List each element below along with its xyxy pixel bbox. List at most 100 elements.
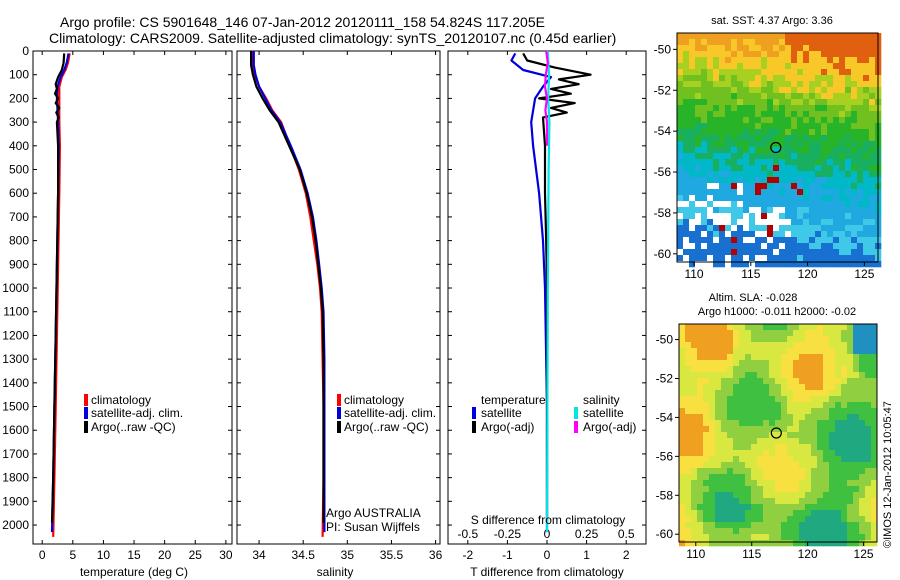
map-cell bbox=[811, 474, 818, 481]
map-cell bbox=[817, 360, 824, 367]
map-cell bbox=[865, 492, 872, 499]
map-cell bbox=[847, 360, 854, 367]
map-cell bbox=[695, 171, 702, 178]
map-cell bbox=[733, 486, 740, 493]
map-cell bbox=[731, 159, 738, 166]
map-cell bbox=[701, 153, 708, 160]
map-cell bbox=[821, 201, 828, 208]
map-cell bbox=[815, 159, 822, 166]
map-cell bbox=[757, 438, 764, 445]
map-cell bbox=[829, 342, 836, 349]
map-cell bbox=[799, 384, 806, 391]
map-cell bbox=[773, 201, 780, 208]
map-cell bbox=[823, 384, 830, 391]
map-cell bbox=[869, 51, 876, 58]
map-cell bbox=[853, 540, 860, 547]
map-cell bbox=[865, 402, 872, 409]
map-cell bbox=[859, 480, 866, 487]
map-cell bbox=[803, 63, 810, 70]
map-cell bbox=[775, 450, 782, 457]
map-cell bbox=[853, 516, 860, 523]
map-cell bbox=[713, 111, 720, 118]
map-cell bbox=[769, 462, 776, 469]
map-cell bbox=[853, 396, 860, 403]
map-cell bbox=[749, 123, 756, 130]
map-cell bbox=[749, 93, 756, 100]
map-cell bbox=[685, 498, 692, 505]
map-cell bbox=[845, 153, 852, 160]
y-tick-label: 1800 bbox=[2, 471, 29, 485]
map-cell bbox=[697, 336, 704, 343]
map-cell bbox=[725, 183, 732, 190]
map-cell bbox=[745, 480, 752, 487]
map-cell bbox=[725, 63, 732, 70]
map-cell bbox=[773, 249, 780, 256]
map-y-tick-label: -54 bbox=[654, 124, 672, 138]
map-cell bbox=[761, 183, 768, 190]
map-cell bbox=[791, 159, 798, 166]
map-cell bbox=[779, 189, 786, 196]
map-cell bbox=[805, 474, 812, 481]
map-cell bbox=[683, 243, 690, 250]
map-cell bbox=[751, 534, 758, 541]
map-cell bbox=[679, 504, 686, 511]
map-cell bbox=[829, 354, 836, 361]
map-cell bbox=[767, 195, 774, 202]
map-cell bbox=[821, 129, 828, 136]
map-cell bbox=[683, 81, 690, 88]
map-cell bbox=[713, 249, 720, 256]
map-cell bbox=[791, 81, 798, 88]
map-cell bbox=[725, 261, 732, 268]
map-cell bbox=[853, 504, 860, 511]
map-cell bbox=[749, 237, 756, 244]
map-cell bbox=[811, 384, 818, 391]
map-cell bbox=[683, 237, 690, 244]
legend-swatch-climatology bbox=[337, 394, 341, 406]
map-cell bbox=[787, 330, 794, 337]
map-cell bbox=[749, 183, 756, 190]
series-line-temperature-satellite bbox=[510, 52, 553, 533]
map-cell bbox=[785, 81, 792, 88]
map-cell bbox=[785, 123, 792, 130]
map-cell bbox=[833, 249, 840, 256]
map-cell bbox=[779, 45, 786, 52]
map-cell bbox=[709, 396, 716, 403]
map-cell bbox=[731, 195, 738, 202]
map-cell bbox=[703, 396, 710, 403]
map-cell bbox=[749, 213, 756, 220]
map-cell bbox=[733, 390, 740, 397]
map-cell bbox=[817, 540, 824, 547]
map-cell bbox=[845, 87, 852, 94]
map-cell bbox=[803, 183, 810, 190]
map-cell bbox=[785, 63, 792, 70]
temperature-legend: climatology satellite-adj. clim. Argo(..… bbox=[84, 393, 183, 434]
map-cell bbox=[703, 492, 710, 499]
map-cell bbox=[833, 201, 840, 208]
map-cell bbox=[745, 474, 752, 481]
map-cell bbox=[869, 39, 876, 46]
map-cell bbox=[767, 153, 774, 160]
map-cell bbox=[857, 69, 864, 76]
map-cell bbox=[713, 261, 720, 268]
map-cell bbox=[851, 261, 858, 268]
map-cell bbox=[775, 516, 782, 523]
x-tick-label: -2 bbox=[462, 548, 473, 562]
map-cell bbox=[721, 510, 728, 517]
map-cell bbox=[763, 432, 770, 439]
x-tick-label: 20 bbox=[158, 548, 172, 562]
map-cell bbox=[797, 165, 804, 172]
map-cell bbox=[871, 522, 878, 529]
map-cell bbox=[679, 450, 686, 457]
map-cell bbox=[797, 261, 804, 268]
map-cell bbox=[859, 522, 866, 529]
map-cell bbox=[745, 330, 752, 337]
map-cell bbox=[839, 219, 846, 226]
map-cell bbox=[775, 504, 782, 511]
map-cell bbox=[785, 45, 792, 52]
map-cell bbox=[683, 153, 690, 160]
map-cell bbox=[799, 426, 806, 433]
map-cell bbox=[683, 99, 690, 106]
map-cell bbox=[725, 117, 732, 124]
map-cell bbox=[853, 474, 860, 481]
map-cell bbox=[793, 348, 800, 355]
